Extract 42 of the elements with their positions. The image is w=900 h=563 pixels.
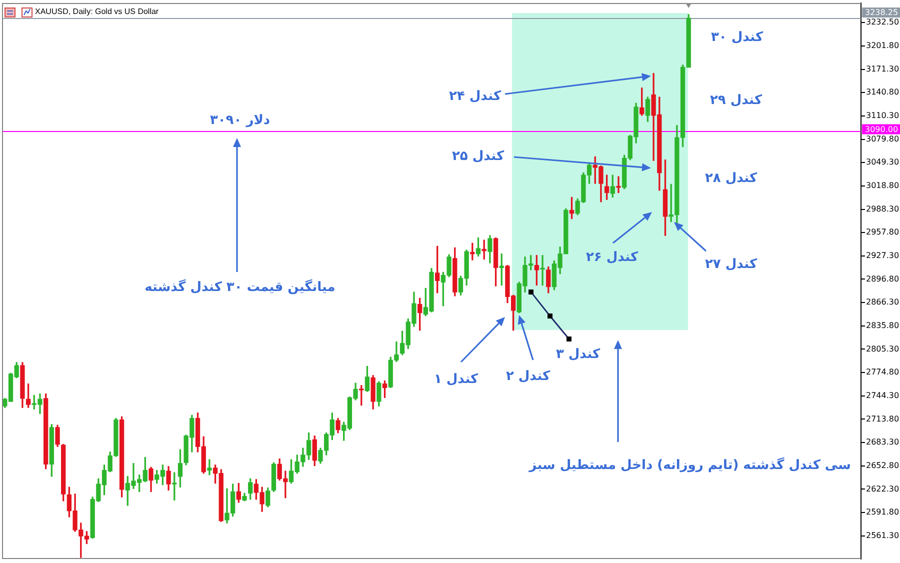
y-tick-label: 2652.80 bbox=[866, 460, 900, 470]
annotation: کندل ۳۰ bbox=[710, 30, 764, 46]
y-tick-label: 3201.80 bbox=[866, 41, 900, 50]
y-tick-label: 3232.50 bbox=[866, 18, 900, 27]
annotation: کندل ۲۸ bbox=[704, 171, 758, 187]
y-tick-label: 3079.80 bbox=[866, 134, 900, 144]
annotation: کندل ۲۵ bbox=[452, 149, 504, 165]
annotation: میانگین قیمت ۳۰ کندل گذشته bbox=[144, 280, 336, 296]
annotation: کندل ۲ bbox=[506, 369, 550, 385]
y-tick-label: 2622.30 bbox=[866, 484, 900, 494]
y-tick-label: 3171.30 bbox=[866, 64, 900, 74]
candlestick bbox=[207, 459, 212, 476]
y-tick-label: 2713.80 bbox=[866, 414, 900, 424]
ref-line-label: 3090.00 bbox=[865, 124, 898, 134]
y-tick-label: 2774.80 bbox=[866, 368, 900, 377]
candlestick bbox=[616, 176, 621, 193]
annotation: کندل ۳ bbox=[556, 347, 600, 363]
annotation: کندل ۲۷ bbox=[704, 257, 758, 273]
ref-line-label: 3238.25 bbox=[865, 8, 898, 18]
y-tick-label: 3140.80 bbox=[866, 88, 900, 97]
y-tick-label: 2744.30 bbox=[866, 390, 900, 400]
y-tick-label: 3049.30 bbox=[866, 158, 900, 167]
y-tick-label: 2957.80 bbox=[866, 228, 900, 237]
y-tick-label: 2805.30 bbox=[866, 344, 900, 354]
y-tick-label: 2866.30 bbox=[866, 298, 900, 307]
candlestick bbox=[540, 255, 545, 286]
annotation: کندل ۱ bbox=[434, 372, 478, 388]
annotation: دلار ۳۰۹۰ bbox=[210, 113, 270, 129]
annotation: کندل ۲۹ bbox=[710, 93, 762, 109]
annotation: کندل ۲۴ bbox=[448, 89, 502, 105]
y-tick-label: 2683.30 bbox=[866, 438, 900, 447]
y-tick-label: 2835.80 bbox=[866, 320, 900, 330]
y-tick-label: 2927.30 bbox=[866, 250, 900, 260]
y-tick-label: 3110.30 bbox=[866, 111, 900, 120]
y-tick-label: 2591.80 bbox=[866, 508, 900, 517]
y-tick-label: 2561.30 bbox=[866, 530, 900, 540]
text: XAUUSD, Daily: Gold vs US Dollar bbox=[35, 7, 159, 17]
y-tick-label: 2896.80 bbox=[866, 274, 900, 284]
annotation: سی کندل گذشته (تایم روزانه) داخل مستطیل سبز bbox=[529, 458, 851, 474]
y-tick-label: 2988.30 bbox=[866, 204, 900, 214]
annotation: کندل ۲۶ bbox=[586, 250, 638, 266]
y-tick-label: 3018.80 bbox=[866, 181, 900, 190]
